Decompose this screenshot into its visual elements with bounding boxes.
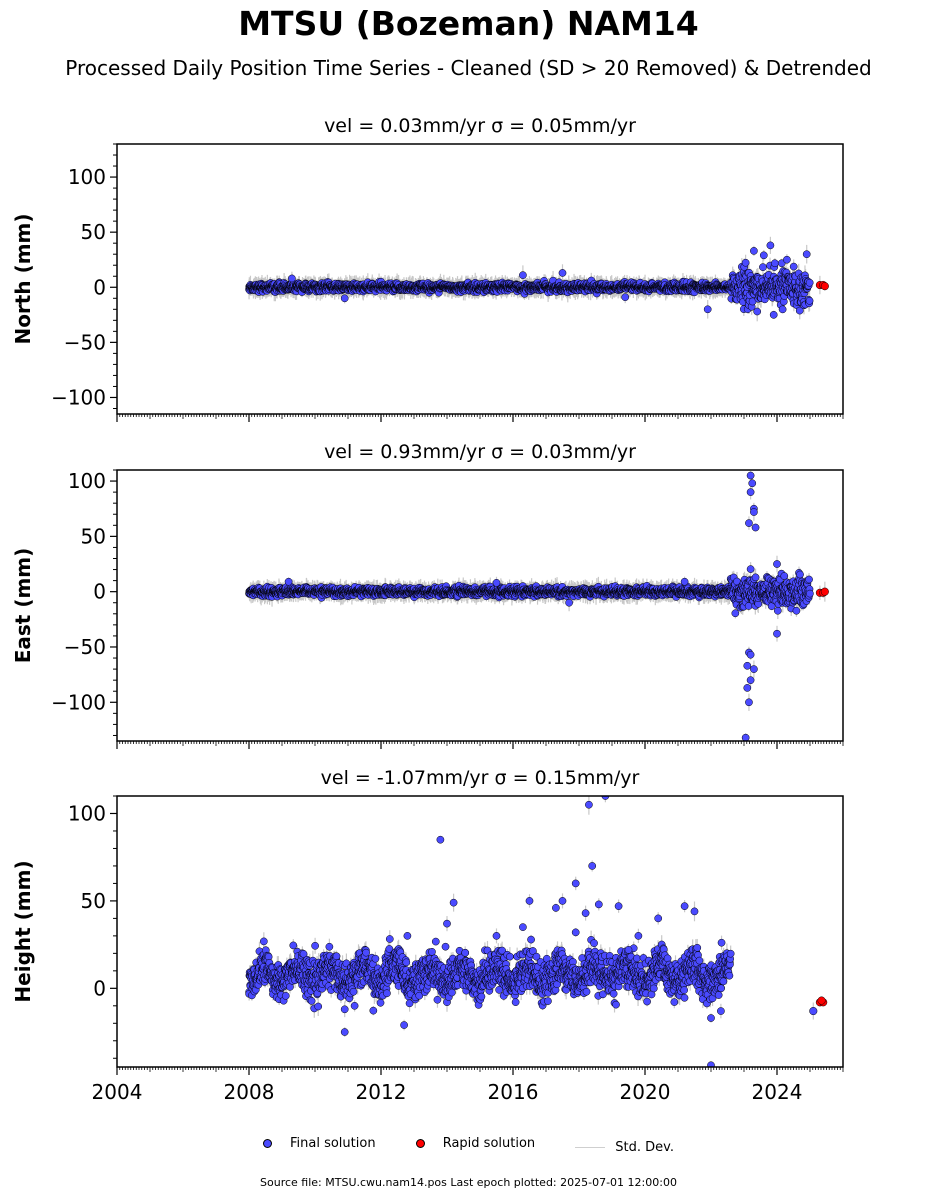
final-solution-point xyxy=(805,278,814,287)
panel-title: vel = 0.03mm/yr σ = 0.05mm/yr xyxy=(324,115,636,137)
y-axis-label: East (mm) xyxy=(11,548,35,664)
y-axis-label: North (mm) xyxy=(11,213,35,344)
final-solution-point xyxy=(783,255,791,264)
final-solution-point xyxy=(778,305,787,314)
y-tick-label: 100 xyxy=(68,165,106,189)
panel-title: vel = 0.93mm/yr σ = 0.03mm/yr xyxy=(324,441,636,463)
data-layer xyxy=(245,471,829,741)
final-solution-point xyxy=(759,251,768,260)
final-solution-point xyxy=(770,259,779,268)
final-solution-point xyxy=(753,307,762,316)
final-solution-point xyxy=(558,269,567,277)
final-solution-point xyxy=(621,293,630,302)
final-solution-point xyxy=(789,262,798,271)
final-solution-point xyxy=(766,241,775,250)
chart-title: MTSU (Bozeman) NAM14 xyxy=(238,4,699,43)
chart-panel-1: vel = 0.03mm/yr σ = 0.05mm/yr North (mm) −… xyxy=(11,115,844,422)
y-tick-label: −100 xyxy=(51,385,106,409)
chart-subtitle: Processed Daily Position Time Series - C… xyxy=(65,56,872,80)
final-solution-point xyxy=(340,294,349,303)
final-solution-point xyxy=(759,263,767,271)
data-layer xyxy=(245,236,829,322)
final-solution-point xyxy=(741,258,750,267)
final-solution-point xyxy=(750,247,758,255)
y-tick-label: 50 xyxy=(81,220,106,244)
final-solution-point xyxy=(519,271,527,279)
final-solution-point xyxy=(703,305,712,314)
final-solution-point xyxy=(795,306,804,315)
rapid-solution-point xyxy=(820,282,829,291)
final-solution-point xyxy=(805,296,814,305)
final-solution-point xyxy=(802,250,811,259)
final-points xyxy=(245,241,829,319)
final-solution-point xyxy=(288,274,296,283)
final-solution-point xyxy=(769,310,778,319)
y-tick-label: 0 xyxy=(93,275,106,299)
y-tick-label: −50 xyxy=(64,330,106,354)
